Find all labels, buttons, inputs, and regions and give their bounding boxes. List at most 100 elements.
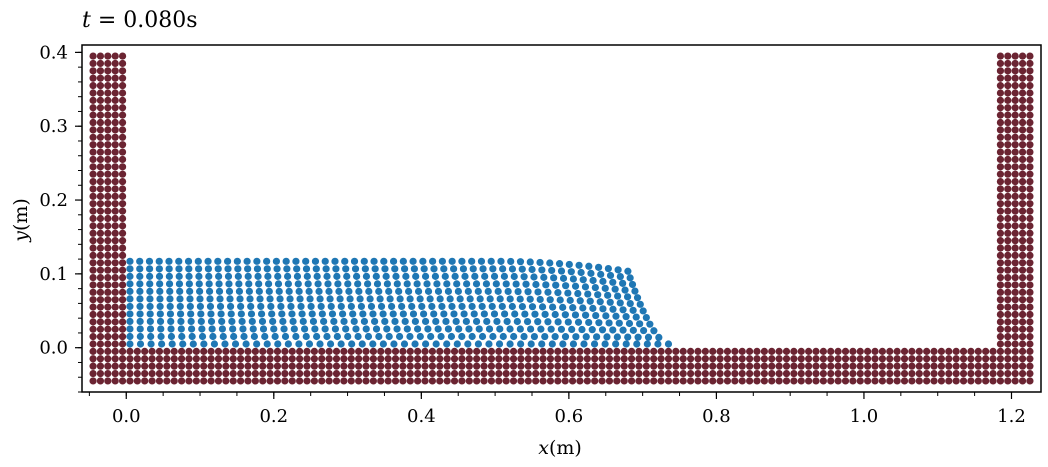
fluid-particle [432,317,440,326]
boundary-particle [1004,266,1012,274]
boundary-particle [347,347,355,355]
fluid-particle [409,257,417,265]
boundary-particle [650,347,658,355]
fluid-particle [383,325,391,333]
fluid-particle [327,302,335,311]
boundary-particle [856,355,864,363]
boundary-particle [1004,273,1012,282]
boundary-particle [982,377,990,385]
boundary-particle [89,244,97,252]
boundary-particle [96,141,105,149]
boundary-particle [480,369,488,378]
fluid-particle [489,332,497,341]
boundary-particle [1004,333,1012,341]
boundary-particle [362,347,370,355]
fluid-particle [331,325,340,333]
fluid-particle [297,302,305,311]
boundary-particle [259,355,267,363]
boundary-particle [627,369,636,378]
boundary-particle [310,377,318,385]
fluid-particle [226,302,235,311]
fluid-particle [402,272,410,280]
boundary-particle [281,377,289,385]
boundary-particle [111,96,119,104]
fluid-particle [196,295,204,303]
fluid-particle [532,280,540,289]
fluid-particle [431,272,440,280]
fluid-particle [126,310,134,318]
fluid-particle [410,265,418,273]
fluid-particle [454,287,462,295]
fluid-particle [626,274,634,282]
fluid-particle [307,302,315,311]
boundary-particle [893,347,901,355]
boundary-particle [627,377,636,385]
boundary-particle [1018,133,1027,141]
fluid-particle [293,265,301,273]
boundary-particle [111,237,119,245]
fluid-particle [582,333,590,341]
boundary-particle [1018,52,1027,60]
boundary-particle [1018,369,1027,378]
fluid-particle [136,310,144,318]
boundary-particle [288,369,296,378]
boundary-particle [1004,96,1012,104]
fluid-particle [331,257,339,265]
fluid-particle [184,257,193,265]
boundary-particle [421,355,429,363]
boundary-particle [790,355,798,363]
boundary-particle [679,362,687,370]
boundary-particle [111,67,119,75]
boundary-particle [399,347,407,355]
boundary-particle [229,377,237,385]
boundary-particle [768,362,776,370]
fluid-particle [574,289,582,298]
fluid-particle [606,271,615,280]
fluid-particle [557,325,566,333]
boundary-particle [104,104,112,112]
fluid-particle [622,340,630,348]
fluid-particle [195,265,203,273]
fluid-particle [450,310,458,318]
boundary-particle [104,244,112,252]
fluid-particle [215,280,223,288]
fluid-particle [236,295,244,303]
fluid-particle [507,257,515,266]
boundary-particle [1018,325,1027,333]
boundary-particle [576,377,584,385]
fluid-particle [650,327,658,335]
boundary-particle [111,266,119,274]
fluid-particle [588,326,596,334]
boundary-particle [118,281,127,289]
fluid-particle [344,332,352,341]
fluid-particle [185,272,193,280]
fluid-particle [261,332,269,341]
boundary-particle [1018,177,1027,186]
boundary-particle [355,355,363,363]
fluid-particle [614,266,622,274]
boundary-particle [738,369,746,378]
fluid-particle [342,325,350,333]
boundary-particle [384,347,392,355]
boundary-particle [568,355,577,363]
boundary-particle [200,369,208,378]
boundary-particle [841,377,850,385]
boundary-particle [421,362,429,370]
boundary-particle [1004,296,1012,304]
boundary-particle [111,296,119,304]
boundary-particle [937,347,946,355]
boundary-particle [878,347,887,355]
boundary-particle [473,362,481,370]
boundary-particle [237,347,245,355]
fluid-particle [464,287,472,295]
boundary-particle [923,377,931,385]
boundary-particle [104,340,112,348]
x-axis-label-unit: (m) [549,437,582,459]
boundary-particle [1026,214,1034,223]
boundary-particle [104,126,112,134]
boundary-particle [1026,82,1034,90]
boundary-particle [318,377,326,385]
fluid-particle [619,326,627,334]
boundary-particle [908,347,916,355]
boundary-particle [118,133,127,141]
